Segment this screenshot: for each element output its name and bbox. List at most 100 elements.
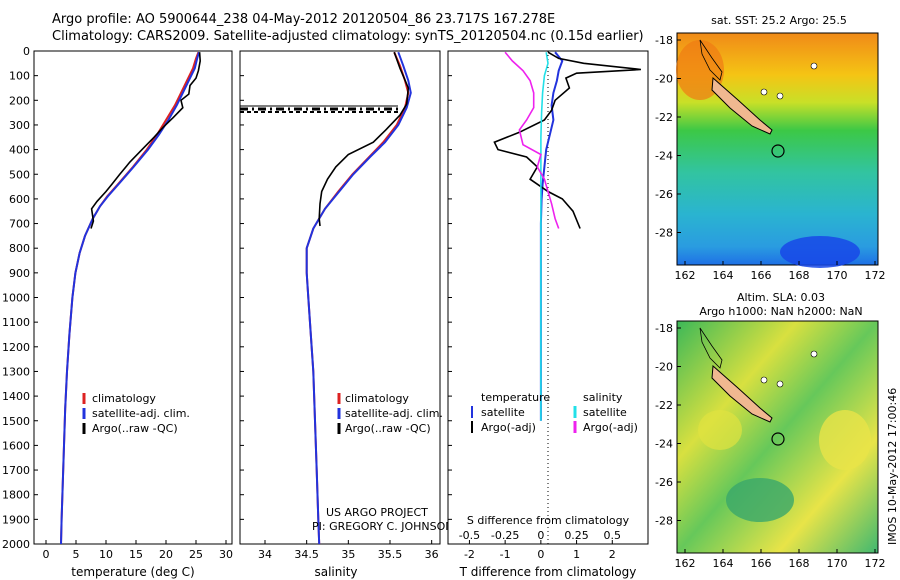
difference-panel: -2 -1 0 1 2 -0.5 -0.25 0 0.25 0.5 S difference fr… (447, 50, 649, 579)
legend-label-argo: Argo(..raw -QC) (92, 422, 178, 435)
map-xtick-label: 162 (675, 269, 696, 282)
new-caledonia-island (711, 364, 773, 423)
s-xtick-label: -0.25 (491, 529, 519, 542)
series-line-satellite-adj-clim- (305, 51, 412, 545)
map-xtick-label: 172 (865, 269, 886, 282)
difference-axes-box (447, 50, 649, 545)
temperature-xlabel: temperature (deg C) (71, 565, 194, 579)
t-xtick-label: -1 (500, 548, 511, 561)
credit-project: US ARGO PROJECT (326, 506, 428, 519)
temperature-legend: climatology satellite-adj. clim. Argo(..… (82, 392, 190, 435)
legend-label-climatology: climatology (92, 392, 156, 405)
xtick-label: 36 (425, 548, 439, 561)
xtick-label: 5 (73, 548, 80, 561)
sst-map-yticks: -18 -20 -22 -24 -26 -28 (655, 34, 681, 240)
argo-float-marker-icon (771, 144, 785, 158)
map-xtick-label: 170 (827, 557, 848, 570)
imos-timestamp-text: IMOS 10-May-2012 17:00:46 (886, 388, 899, 545)
map-ytick-label: -20 (655, 361, 673, 374)
depth-tick-label: 200 (9, 94, 30, 107)
map-xtick-label: 172 (865, 557, 886, 570)
new-caledonia-island (711, 76, 773, 135)
temperature-panel: 0100200300400500600700800900100011001200… (2, 45, 233, 579)
depth-tick-label: 1700 (2, 464, 30, 477)
temperature-axes-box (33, 50, 233, 545)
depth-tick-label: 900 (9, 267, 30, 280)
s-xtick-label: 0.5 (604, 529, 622, 542)
depth-tick-label: 700 (9, 218, 30, 231)
map-ytick-label: -18 (655, 322, 673, 335)
plot-title-line2: Climatology: CARS2009. Satellite-adjuste… (52, 29, 644, 44)
depth-tick-labels: 0 100 200 300 400 500 600 700 800 900 1000 1100 1200… (2, 45, 30, 551)
imos-timestamp: IMOS 10-May-2012 17:00:46 (886, 388, 899, 545)
legend-heading-temperature: temperature (481, 391, 550, 404)
reef-outline (699, 327, 723, 369)
t-xtick-label: 1 (573, 548, 580, 561)
depth-tick-label: 800 (9, 242, 30, 255)
credit-pi: PI: GREGORY C. JOHNSON (312, 520, 453, 533)
sst-map-title: sat. SST: 25.2 Argo: 25.5 (711, 14, 847, 27)
loyalty-island-icon (760, 376, 768, 384)
loyalty-island-icon (776, 380, 784, 388)
sla-low-blob (726, 478, 794, 522)
argo-float-marker-icon (771, 432, 785, 446)
series-line-s-satellite (540, 52, 549, 421)
sla-map-xticks: 162 164 166 168 170 172 (675, 549, 886, 570)
plot-title-line1: Argo profile: AO 5900644_238 04-May-2012… (52, 12, 556, 27)
map-xtick-label: 166 (751, 269, 772, 282)
depth-tick-label: 500 (9, 168, 30, 181)
map-ytick-label: -26 (655, 476, 673, 489)
salinity-xticks: 34 34.5 35 35.5 36 (240, 50, 439, 561)
legend-label-t-satellite: satellite (481, 406, 525, 419)
depth-tick-label: 1500 (2, 415, 30, 428)
xtick-label: 35.5 (378, 548, 403, 561)
map-xtick-label: 164 (713, 269, 734, 282)
sla-high-blob (819, 410, 871, 470)
depth-tick-label: 2000 (2, 538, 30, 551)
series-line-argo-raw-qc- (90, 52, 202, 229)
depth-tick-label: 1400 (2, 390, 30, 403)
t-xtick-label: 2 (609, 548, 616, 561)
xtick-label: 30 (219, 548, 233, 561)
map-ytick-label: -22 (655, 399, 673, 412)
legend-label-argo: Argo(..raw -QC) (345, 422, 431, 435)
legend-label-s-satellite: satellite (583, 406, 627, 419)
map-xtick-label: 164 (713, 557, 734, 570)
difference-legend: temperature salinity satellite Argo(-adj… (471, 391, 638, 434)
depth-tick-label: 1300 (2, 365, 30, 378)
series-line-argo-raw-qc- (318, 51, 410, 227)
depth-tick-label: 1900 (2, 513, 30, 526)
map-ytick-label: -24 (655, 150, 673, 163)
sst-map-xticks: 162 164 166 168 170 172 (675, 261, 886, 282)
depth-tick-label: 1200 (2, 341, 30, 354)
t-xtick-label: 0 (537, 548, 544, 561)
map-ytick-label: -20 (655, 73, 673, 86)
legend-label-satellite: satellite-adj. clim. (92, 407, 190, 420)
depth-tick-label: 1100 (2, 316, 30, 329)
depth-tick-label: 1000 (2, 292, 30, 305)
map-xtick-label: 162 (675, 557, 696, 570)
island-icon (810, 350, 818, 358)
s-diff-label: S difference from climatology (467, 514, 630, 527)
salinity-axes-box (239, 50, 441, 545)
xtick-label: 34.5 (294, 548, 319, 561)
xtick-label: 10 (99, 548, 113, 561)
map-xtick-label: 168 (789, 269, 810, 282)
temperature-lines (60, 51, 202, 545)
sla-high-blob (698, 410, 742, 450)
depth-tick-label: 600 (9, 193, 30, 206)
sla-map-title1: Altim. SLA: 0.03 (737, 291, 825, 304)
sla-map: Altim. SLA: 0.03 Argo h1000: NaN h2000: … (655, 291, 885, 570)
difference-lines (493, 51, 641, 421)
sst-map: sat. SST: 25.2 Argo: 25.5 162 164 166 168 17… (655, 14, 885, 282)
legend-label-satellite: satellite-adj. clim. (345, 407, 443, 420)
depth-tick-label: 100 (9, 70, 30, 83)
island-icon (810, 62, 818, 70)
sla-map-title2: Argo h1000: NaN h2000: NaN (699, 305, 862, 318)
salinity-legend: climatology satellite-adj. clim. Argo(..… (337, 392, 443, 435)
salinity-lines (305, 51, 412, 545)
s-xtick-label: -0.5 (459, 529, 480, 542)
depth-tick-label: 400 (9, 144, 30, 157)
legend-label-t-argo: Argo(-adj) (481, 421, 536, 434)
t-xtick-label: -2 (464, 548, 475, 561)
